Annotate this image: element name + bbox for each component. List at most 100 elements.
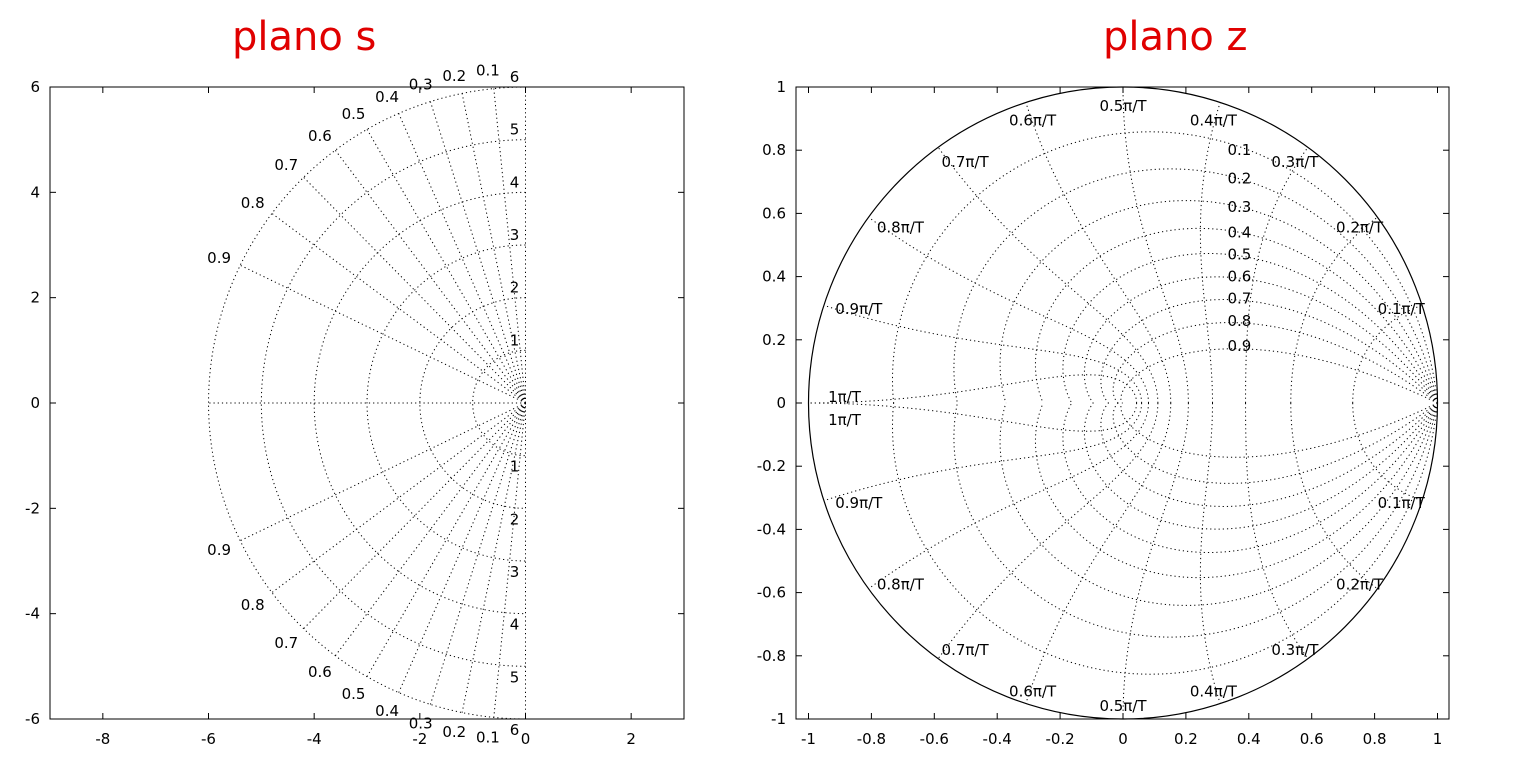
s-zeta-label: 0.6 bbox=[308, 127, 332, 145]
z-zeta-curve bbox=[891, 402, 1438, 675]
s-wn-circle bbox=[207, 86, 526, 720]
z-zeta-label: 0.3 bbox=[1227, 198, 1251, 216]
s-zeta-label: 0.3 bbox=[409, 715, 433, 733]
z-y-tick-label: -0.6 bbox=[757, 584, 786, 602]
s-wn-circle bbox=[472, 349, 526, 457]
s-zeta-label: 0.4 bbox=[375, 88, 399, 106]
s-wn-label: 4 bbox=[510, 173, 520, 191]
z-wn-curve bbox=[937, 402, 1159, 659]
s-y-tick-label: 4 bbox=[30, 183, 40, 201]
z-wn-label: 0.7π/T bbox=[942, 153, 990, 171]
z-zeta-label: 0.6 bbox=[1227, 268, 1251, 286]
s-zeta-label: 0.1 bbox=[476, 728, 500, 746]
s-y-tick-label: 6 bbox=[30, 78, 40, 96]
z-wn-label: 0.2π/T bbox=[1336, 576, 1384, 594]
s-y-tick-label: -6 bbox=[25, 710, 40, 728]
z-plane-chart: -1 -0.8 -0.6 -0.4 -0.2 0 0.2 0.4 0.6 0.8 1 1 0.8 0.6 0… bbox=[757, 78, 1450, 748]
z-x-tick-label: -1 bbox=[801, 730, 816, 748]
s-wn-label: 3 bbox=[510, 226, 520, 244]
z-wn-label: 0.8π/T bbox=[877, 576, 925, 594]
z-wn-curve bbox=[1290, 216, 1378, 404]
s-zeta-line bbox=[271, 212, 526, 404]
z-wn-curve bbox=[1245, 403, 1309, 659]
z-x-tick-label: 1 bbox=[1433, 730, 1443, 748]
s-zeta-label: 0.3 bbox=[409, 76, 433, 94]
z-wn-label: 1π/T bbox=[828, 388, 862, 406]
z-zeta-curve bbox=[1120, 402, 1438, 458]
s-wn-label: 6 bbox=[510, 68, 520, 86]
s-zeta-label: 0.9 bbox=[207, 249, 231, 267]
s-wn-circle bbox=[260, 139, 526, 667]
z-x-tick-label: 0.2 bbox=[1174, 730, 1198, 748]
z-wn-label: 0.6π/T bbox=[1009, 683, 1057, 701]
z-zeta-label: 0.2 bbox=[1227, 170, 1251, 188]
s-wn-label: 5 bbox=[510, 121, 520, 139]
z-x-tick-label: 0.4 bbox=[1237, 730, 1261, 748]
z-wn-curve bbox=[1290, 402, 1378, 590]
s-zeta-line bbox=[271, 402, 526, 594]
z-y-tick-label: -0.4 bbox=[757, 520, 786, 538]
z-wn-curve bbox=[1199, 102, 1221, 403]
z-x-tick-label: 0 bbox=[1118, 730, 1128, 748]
z-zeta-label: 0.1 bbox=[1227, 141, 1251, 159]
s-zeta-label: 0.2 bbox=[442, 67, 466, 85]
z-plane-title: plano z bbox=[1103, 14, 1248, 60]
s-x-tick-label: -2 bbox=[412, 730, 427, 748]
z-wn-curve bbox=[937, 147, 1159, 404]
z-zeta-curve bbox=[999, 200, 1438, 404]
z-wn-label: 0.7π/T bbox=[942, 641, 990, 659]
z-x-tick-label: -0.6 bbox=[920, 730, 949, 748]
z-zeta-curve bbox=[1112, 322, 1438, 404]
z-zeta-label: 0.4 bbox=[1227, 223, 1251, 241]
z-wn-curve bbox=[1245, 147, 1309, 403]
z-wn-label: 0.6π/T bbox=[1009, 112, 1057, 130]
s-x-tick-label: -6 bbox=[201, 730, 216, 748]
s-zeta-label: 0.4 bbox=[375, 702, 399, 720]
s-x-tick-label: -4 bbox=[307, 730, 322, 748]
z-wn-label: 0.8π/T bbox=[877, 218, 925, 236]
z-y-tick-label: -0.2 bbox=[757, 457, 786, 475]
z-y-tick-label: -0.8 bbox=[757, 647, 786, 665]
s-zeta-label: 0.1 bbox=[476, 62, 500, 80]
z-x-tick-label: -0.2 bbox=[1045, 730, 1074, 748]
z-wn-curve bbox=[1199, 403, 1221, 704]
z-wn-curve bbox=[868, 402, 1149, 590]
z-wn-label: 0.2π/T bbox=[1336, 218, 1384, 236]
s-wn-circle bbox=[419, 297, 526, 509]
z-x-tick-label: 0.6 bbox=[1300, 730, 1324, 748]
z-zeta-curve bbox=[1062, 402, 1438, 554]
s-x-tick-label: 0 bbox=[521, 730, 531, 748]
z-x-tick-label: 0.8 bbox=[1363, 730, 1387, 748]
z-zeta-label: 0.8 bbox=[1227, 312, 1251, 330]
z-wn-label: 0.5π/T bbox=[1099, 697, 1147, 715]
z-zeta-label: 0.5 bbox=[1227, 246, 1251, 264]
z-wn-label: 0.4π/T bbox=[1190, 112, 1238, 130]
z-zeta-curve bbox=[953, 402, 1438, 638]
z-zeta-curve bbox=[1112, 402, 1438, 484]
s-wn-circle bbox=[366, 244, 526, 562]
z-unit-circle bbox=[807, 86, 1439, 720]
s-zeta-label: 0.7 bbox=[274, 634, 298, 652]
s-y-tick-label: -4 bbox=[25, 605, 40, 623]
s-zeta-label: 0.8 bbox=[241, 194, 265, 212]
s-zeta-label: 0.9 bbox=[207, 541, 231, 559]
s-wn-label: 6 bbox=[510, 721, 520, 739]
s-zeta-line bbox=[429, 101, 526, 404]
s-wn-label: 2 bbox=[510, 510, 520, 528]
z-y-tick-label: 1 bbox=[776, 78, 786, 96]
s-y-tick-label: -2 bbox=[25, 499, 40, 517]
z-y-tick-label: -1 bbox=[771, 710, 786, 728]
s-zeta-label: 0.6 bbox=[308, 663, 332, 681]
s-plane-chart: -8 -6 -4 -2 0 2 6 4 2 0 -2 -4 -6 0.1 0.1 0.2 0.2 0.3 0.3 0.… bbox=[25, 62, 685, 748]
s-zeta-line bbox=[366, 402, 526, 677]
z-y-tick-label: 0.2 bbox=[762, 331, 786, 349]
z-wn-label: 1π/T bbox=[828, 411, 862, 429]
s-x-tick-label: 2 bbox=[626, 730, 636, 748]
z-wn-curve bbox=[1122, 402, 1189, 720]
s-zeta-label: 0.5 bbox=[342, 685, 366, 703]
z-wn-label: 0.3π/T bbox=[1271, 641, 1319, 659]
z-x-tick-label: -0.4 bbox=[983, 730, 1012, 748]
z-wn-curve bbox=[1025, 402, 1172, 704]
z-wn-curve bbox=[1025, 102, 1172, 404]
